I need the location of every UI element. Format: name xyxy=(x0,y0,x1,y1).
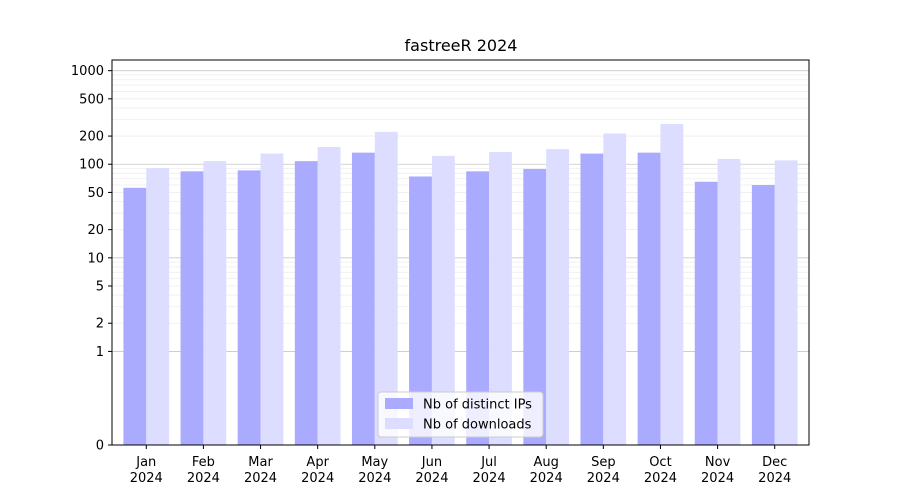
bar-ips xyxy=(294,161,318,445)
bar-downloads xyxy=(489,152,512,445)
bar-ips xyxy=(409,176,432,446)
bar-downloads xyxy=(774,160,798,445)
x-tick-label: May 2024 xyxy=(358,455,391,486)
x-tick-label: Mar 2024 xyxy=(244,455,277,486)
x-tick-label: Aug 2024 xyxy=(530,455,563,486)
bar-ips xyxy=(694,181,718,446)
legend-label: Nb of distinct IPs xyxy=(423,398,532,413)
bar-downloads xyxy=(660,124,684,446)
x-tick-label: Sep 2024 xyxy=(587,455,620,486)
bar-downloads xyxy=(203,161,227,445)
bars xyxy=(123,124,798,446)
y-tick-label: 500 xyxy=(79,92,104,107)
grid-lines xyxy=(112,70,809,352)
y-tick-label: 100 xyxy=(79,158,104,173)
legend-box xyxy=(377,391,544,438)
y-tick-label: 2 xyxy=(96,317,104,332)
bar-ips xyxy=(751,185,775,445)
bar-downloads xyxy=(717,158,741,446)
bar-ips xyxy=(351,152,375,445)
x-tick-label: Apr 2024 xyxy=(301,455,334,486)
y-tick-label: 5 xyxy=(96,280,104,295)
y-tick-label: 1 xyxy=(96,345,104,360)
x-tick-label: Nov 2024 xyxy=(701,455,734,486)
bar-downloads xyxy=(546,149,570,445)
y-tick-label: 10 xyxy=(87,251,104,266)
bar-downloads xyxy=(317,146,341,446)
bar-downloads xyxy=(374,131,398,445)
legend: Nb of distinct IPs Nb of downloads xyxy=(377,391,544,438)
bar-ips xyxy=(123,187,147,445)
bar-downloads xyxy=(146,168,170,445)
y-tick-label: 50 xyxy=(87,186,104,201)
bar-downloads xyxy=(260,153,284,446)
x-tick-label: Dec 2024 xyxy=(758,455,791,486)
bar-downloads xyxy=(431,155,455,445)
x-tick-label: Jan 2024 xyxy=(130,455,163,486)
legend-swatch xyxy=(385,398,413,409)
bar-downloads xyxy=(603,133,627,445)
legend-swatch xyxy=(385,418,413,429)
bar-ips xyxy=(580,153,604,446)
y-tick-label: 20 xyxy=(87,223,104,238)
bar-ips xyxy=(637,152,661,445)
bar-ips xyxy=(237,170,261,445)
y-tick-label: 1000 xyxy=(71,64,104,79)
bar-ips xyxy=(466,171,490,445)
bar-ips xyxy=(180,171,204,445)
y-tick-label: 200 xyxy=(79,130,104,145)
y-tick-label: 0 xyxy=(96,439,104,454)
x-tick-label: Oct 2024 xyxy=(644,455,677,486)
x-tick-label: Jun 2024 xyxy=(415,455,448,486)
x-tick-label: Feb 2024 xyxy=(187,455,220,486)
plot-frame xyxy=(111,59,810,446)
chart-title: fastreeR 2024 xyxy=(405,36,518,55)
legend-label: Nb of downloads xyxy=(423,418,532,433)
axis-ticks: 0 1 2 5 10 20 50 100 200 500 1000 Jan 2024 Feb 2024 Mar… xyxy=(71,64,791,486)
x-tick-label: Jul 2024 xyxy=(473,455,506,486)
bar-ips xyxy=(523,168,547,445)
